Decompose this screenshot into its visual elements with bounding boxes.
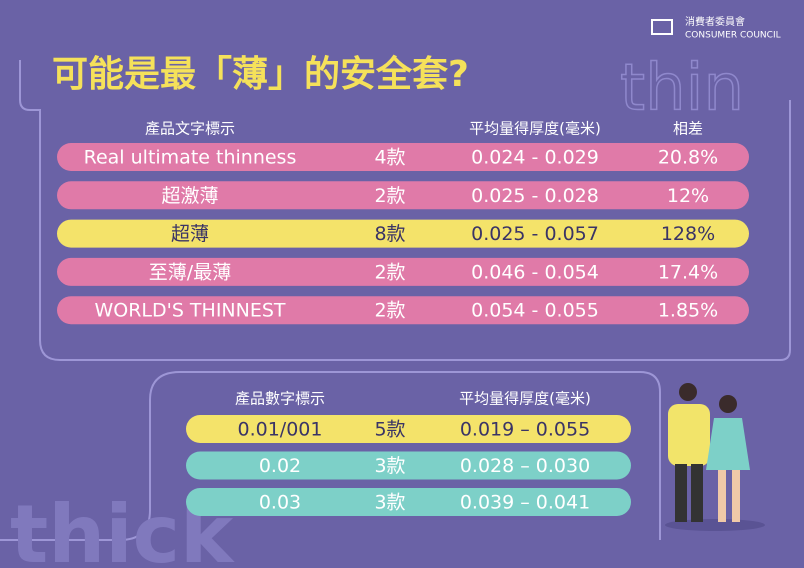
- row-pill: [57, 181, 749, 210]
- logo-en: CONSUMER COUNCIL: [685, 31, 781, 41]
- logo-icon: [651, 19, 673, 35]
- cell: 3款: [374, 455, 405, 477]
- cell: 2款: [374, 261, 405, 283]
- column-header: 平均量得厚度(毫米): [469, 120, 601, 138]
- row-pill: [186, 451, 631, 480]
- cell: 超薄: [171, 223, 209, 245]
- title: 可能是最「薄」的安全套?: [52, 53, 469, 95]
- cell: 0.046 - 0.054: [471, 261, 599, 283]
- decor-word: thin: [620, 52, 744, 126]
- cell: 0.02: [259, 455, 301, 477]
- row-pill: [57, 219, 749, 248]
- cell: 0.024 - 0.029: [471, 147, 599, 169]
- cell: 0.01/001: [238, 419, 323, 441]
- cell: 2款: [374, 300, 405, 322]
- cell: 128%: [661, 223, 715, 245]
- row-pill: [186, 415, 631, 443]
- column-header: 平均量得厚度(毫米): [459, 390, 591, 408]
- row-pill: [57, 296, 749, 325]
- cell: 0.03: [259, 492, 301, 514]
- cell: 0.039 – 0.041: [460, 492, 590, 514]
- figures: [665, 383, 765, 531]
- column-header: 產品數字標示: [235, 390, 325, 408]
- cell: Real ultimate thinness: [84, 147, 297, 169]
- cell: 17.4%: [658, 261, 718, 283]
- cell: 5款: [374, 419, 405, 441]
- cell: 4款: [374, 147, 405, 169]
- cell: 3款: [374, 492, 405, 514]
- cell: 1.85%: [658, 300, 718, 322]
- cell: 0.025 - 0.057: [471, 223, 599, 245]
- row-pill: [57, 143, 749, 171]
- cell: 0.025 - 0.028: [471, 185, 599, 207]
- cell: 8款: [374, 223, 405, 245]
- logo-zh: 消費者委員會: [685, 15, 745, 28]
- row-pill: [186, 488, 631, 516]
- cell: 超激薄: [161, 185, 218, 207]
- cell: 2款: [374, 185, 405, 207]
- column-header: 產品文字標示: [145, 120, 235, 138]
- cell: 0.054 - 0.055: [471, 300, 599, 322]
- cell: 12%: [667, 185, 709, 207]
- cell: WORLD'S THINNEST: [94, 300, 285, 322]
- cell: 20.8%: [658, 147, 718, 169]
- row-pill: [57, 257, 749, 286]
- column-header: 相差: [673, 120, 703, 138]
- cell: 0.019 – 0.055: [460, 419, 590, 441]
- outline: [19, 60, 791, 361]
- cell: 0.028 – 0.030: [460, 455, 590, 477]
- cell: 至薄/最薄: [149, 261, 231, 283]
- outline: [0, 371, 661, 541]
